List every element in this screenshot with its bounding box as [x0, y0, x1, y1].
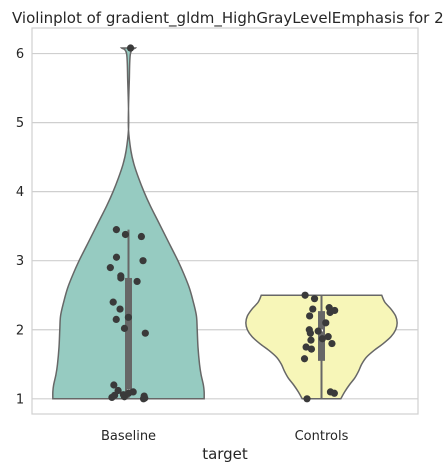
data-point	[126, 44, 135, 52]
data-point	[109, 298, 117, 306]
y-tick-labels: 1 2 3 4 5 6	[16, 47, 24, 407]
data-point	[302, 343, 310, 351]
data-point	[121, 230, 130, 239]
data-point	[114, 386, 122, 395]
plot-frame	[31, 27, 419, 415]
data-point	[120, 324, 129, 332]
data-point	[133, 277, 141, 286]
data-point	[314, 327, 322, 335]
data-point	[137, 232, 145, 241]
data-point	[141, 329, 149, 337]
data-point	[301, 291, 309, 299]
violin-baseline	[52, 47, 205, 400]
data-point	[326, 388, 335, 396]
y-tick-label: 3	[16, 254, 24, 269]
data-point	[307, 336, 315, 344]
strip-points	[106, 44, 339, 403]
y-tick-label: 2	[16, 323, 24, 338]
data-point	[318, 335, 326, 343]
data-point	[112, 226, 120, 234]
data-point	[305, 326, 313, 334]
y-tick-label: 1	[16, 392, 24, 407]
x-tick-label: Baseline	[101, 429, 156, 444]
data-point	[328, 339, 336, 348]
iqr-box-baseline	[125, 277, 132, 394]
y-tick-label: 6	[16, 47, 24, 62]
data-point	[140, 392, 148, 400]
y-tick-label: 4	[16, 185, 24, 200]
x-tick-labels: Baseline Controls	[101, 429, 349, 444]
data-point	[322, 319, 330, 327]
x-axis-label: target	[202, 445, 248, 463]
data-point	[303, 395, 311, 403]
x-tick-label: Controls	[295, 429, 349, 444]
violins	[52, 47, 398, 400]
chart-title: Violinplot of gradient_gldm_HighGrayLeve…	[12, 9, 444, 28]
data-point	[117, 272, 125, 280]
data-point	[324, 333, 332, 341]
data-point	[310, 295, 319, 303]
y-tick-label: 5	[16, 116, 24, 131]
data-point	[309, 305, 317, 313]
data-point	[325, 304, 333, 312]
data-point	[116, 305, 124, 313]
data-point	[139, 257, 147, 265]
data-point	[331, 306, 339, 315]
data-point	[110, 381, 118, 389]
data-point	[112, 253, 121, 261]
data-point	[124, 313, 132, 321]
data-point	[106, 264, 114, 272]
data-point	[306, 312, 314, 320]
data-point	[112, 315, 120, 323]
data-point	[129, 388, 137, 396]
data-point	[300, 355, 309, 363]
